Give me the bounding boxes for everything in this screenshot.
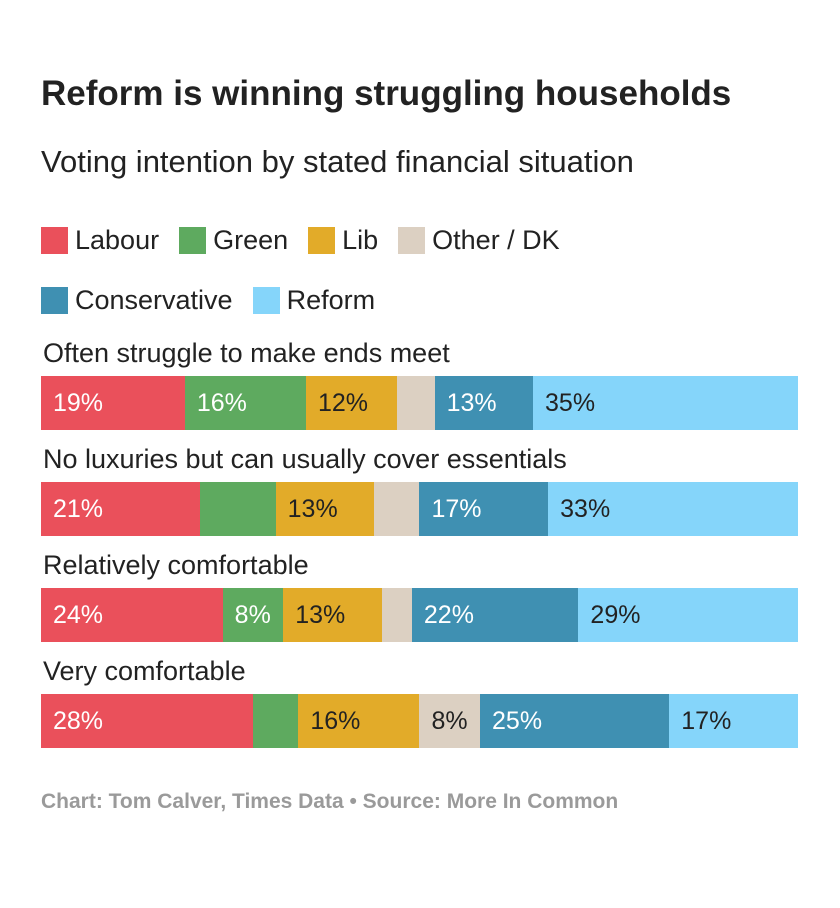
legend-item-lib: Lib	[308, 224, 379, 255]
legend-item-labour: Labour	[41, 224, 160, 255]
bar-segment-conservative: 25%	[480, 694, 670, 748]
category-label: Relatively comfortable	[43, 550, 309, 580]
data-label: 35%	[545, 388, 596, 417]
legend-swatch	[179, 226, 207, 254]
legend-label: Reform	[286, 284, 376, 315]
data-label: 13%	[287, 494, 338, 523]
legend-label: Lib	[342, 224, 379, 255]
bar-segment-conservative: 17%	[419, 482, 549, 536]
data-label: 8%	[234, 600, 271, 629]
bar-segment-other-dk	[381, 588, 412, 642]
data-label: 33%	[560, 494, 611, 523]
bar-segment-reform: 29%	[578, 588, 798, 642]
stacked-bar: 19% 16% 12% 13% 35%	[41, 376, 798, 430]
bar-segment-labour: 21%	[41, 482, 200, 536]
stacked-bar: 21% 13% 17% 33%	[41, 482, 798, 536]
legend-item-other-dk: Other / DK	[398, 224, 560, 255]
bar-segment-green	[199, 482, 276, 536]
bar-segment-labour: 28%	[41, 694, 253, 748]
legend-label: Conservative	[75, 284, 233, 315]
bar-segment-reform: 33%	[548, 482, 798, 536]
data-label: 8%	[431, 706, 468, 735]
category-label: Often struggle to make ends meet	[43, 338, 450, 368]
category-label: No luxuries but can usually cover essent…	[43, 444, 567, 474]
legend-label: Other / DK	[432, 224, 560, 255]
data-label: 16%	[310, 706, 361, 735]
legend: Labour Green Lib Other / DK Conservative Refo…	[41, 224, 801, 315]
bar-segment-lib: 16%	[298, 694, 420, 748]
bar-segment-reform: 35%	[533, 376, 798, 430]
bar-segment-reform: 17%	[669, 694, 798, 748]
legend-swatch	[252, 286, 280, 314]
legend-item-conservative: Conservative	[41, 284, 233, 315]
chart-subtitle: Voting intention by stated financial sit…	[41, 144, 634, 179]
bar-segment-lib: 13%	[283, 588, 382, 642]
data-label: 12%	[317, 388, 368, 417]
bar-segment-lib: 13%	[275, 482, 375, 536]
bar-segment-labour: 19%	[41, 376, 185, 430]
legend-label: Green	[213, 224, 289, 255]
bar-segment-other-dk	[374, 482, 420, 536]
category-label: Very comfortable	[43, 656, 246, 686]
data-label: 13%	[295, 600, 346, 629]
legend-swatch	[41, 226, 68, 254]
legend-swatch	[398, 226, 426, 254]
data-label: 22%	[423, 600, 474, 629]
data-label: 17%	[431, 494, 482, 523]
data-label: 19%	[53, 388, 104, 417]
stacked-bar: 24% 8% 13% 22% 29%	[41, 588, 798, 642]
legend-swatch	[41, 286, 68, 314]
bar-segment-other-dk: 8%	[419, 694, 481, 748]
bar-segment-green: 16%	[184, 376, 306, 430]
bar-segment-green: 8%	[222, 588, 284, 642]
data-label: 16%	[196, 388, 247, 417]
chart-title: Reform is winning struggling households	[41, 74, 732, 113]
data-label: 21%	[53, 494, 104, 523]
data-label: 13%	[446, 388, 497, 417]
legend-item-green: Green	[179, 224, 289, 255]
data-label: 29%	[590, 600, 641, 629]
bar-segment-other-dk	[396, 376, 435, 430]
bar-segment-green	[252, 694, 299, 748]
stacked-bar: 28% 16% 8% 25% 17%	[41, 694, 798, 748]
bar-segment-conservative: 22%	[411, 588, 579, 642]
data-label: 25%	[492, 706, 543, 735]
data-label: 17%	[681, 706, 732, 735]
bar-segment-labour: 24%	[41, 588, 223, 642]
legend-item-reform: Reform	[252, 284, 376, 315]
legend-label: Labour	[75, 224, 160, 255]
legend-swatch	[308, 226, 336, 254]
data-label: 28%	[53, 706, 104, 735]
data-label: 24%	[53, 600, 104, 629]
source-footer: Chart: Tom Calver, Times Data • Source: …	[41, 790, 619, 813]
bar-segment-conservative: 13%	[434, 376, 534, 430]
bar-segment-lib: 12%	[305, 376, 397, 430]
